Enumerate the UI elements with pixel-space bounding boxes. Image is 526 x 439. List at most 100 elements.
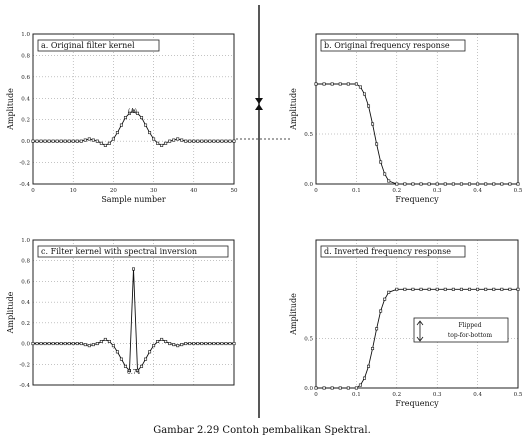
data-point bbox=[375, 142, 379, 146]
data-point bbox=[144, 357, 148, 361]
data-point bbox=[367, 104, 371, 108]
y-tick-label: 0.8 bbox=[21, 259, 30, 265]
data-point bbox=[387, 179, 391, 183]
data-point bbox=[115, 131, 119, 135]
data-point bbox=[63, 139, 67, 143]
data-point bbox=[95, 342, 99, 346]
data-point bbox=[140, 116, 144, 120]
data-point bbox=[168, 139, 172, 143]
y-tick-label: 0.5 bbox=[304, 132, 313, 138]
data-point bbox=[123, 116, 127, 120]
y-axis-label: Amplitude bbox=[6, 88, 15, 131]
y-tick-label: 0.2 bbox=[21, 321, 30, 327]
data-point bbox=[115, 350, 119, 354]
data-point bbox=[362, 92, 366, 96]
data-point bbox=[484, 182, 488, 186]
data-point bbox=[371, 122, 375, 126]
data-point bbox=[55, 342, 59, 346]
plot-frame bbox=[32, 239, 235, 386]
y-tick-label: 0.2 bbox=[21, 118, 30, 124]
data-point bbox=[508, 182, 512, 186]
data-point bbox=[144, 123, 148, 127]
data-point bbox=[346, 386, 350, 390]
data-point bbox=[427, 287, 431, 291]
data-point bbox=[63, 342, 67, 346]
data-point bbox=[71, 139, 75, 143]
x-tick-label: 0 bbox=[314, 188, 318, 194]
data-point bbox=[346, 82, 350, 86]
data-point bbox=[476, 287, 480, 291]
x-tick-label: 0 bbox=[31, 188, 35, 194]
data-point bbox=[200, 139, 204, 143]
data-point bbox=[314, 386, 318, 390]
data-point bbox=[132, 267, 136, 271]
divider-arrow-icon bbox=[255, 98, 263, 110]
data-point bbox=[208, 139, 212, 143]
data-point bbox=[395, 287, 399, 291]
data-point bbox=[59, 342, 63, 346]
data-point bbox=[354, 386, 358, 390]
y-tick-label: 0.0 bbox=[21, 139, 30, 145]
data-point bbox=[362, 376, 366, 380]
figure-caption: Gambar 2.29 Contoh pembalikan Spektral. bbox=[153, 425, 371, 436]
data-point bbox=[476, 182, 480, 186]
data-point bbox=[224, 139, 228, 143]
data-point bbox=[148, 350, 152, 354]
data-point bbox=[91, 138, 95, 142]
x-tick-label: 0.1 bbox=[352, 392, 361, 398]
data-point bbox=[132, 109, 136, 113]
y-tick-label: 0.8 bbox=[21, 53, 30, 59]
data-point bbox=[176, 344, 180, 348]
center-value-annotation: 0.74 bbox=[127, 369, 141, 376]
plot-frame bbox=[315, 33, 519, 185]
y-tick-label: 0.6 bbox=[21, 279, 30, 285]
data-point bbox=[51, 139, 55, 143]
data-point bbox=[43, 342, 47, 346]
data-point bbox=[220, 342, 224, 346]
data-point bbox=[419, 287, 423, 291]
y-tick-label: -0.4 bbox=[19, 383, 30, 389]
data-point bbox=[156, 141, 160, 145]
data-point bbox=[192, 342, 196, 346]
data-point bbox=[411, 287, 415, 291]
data-point bbox=[31, 342, 35, 346]
y-axis-label: Amplitude bbox=[6, 291, 15, 334]
data-point bbox=[188, 342, 192, 346]
x-tick-label: 0 bbox=[314, 392, 318, 398]
y-tick-label: 0.4 bbox=[21, 96, 30, 102]
data-point bbox=[71, 342, 75, 346]
data-point bbox=[107, 141, 111, 145]
data-point bbox=[127, 368, 131, 372]
data-point bbox=[160, 337, 164, 341]
data-point bbox=[508, 287, 512, 291]
data-point bbox=[212, 139, 216, 143]
x-tick-label: 0.3 bbox=[433, 188, 442, 194]
plot-frame bbox=[32, 33, 235, 185]
data-point bbox=[123, 364, 127, 368]
data-point bbox=[119, 357, 123, 361]
data-point bbox=[103, 337, 107, 341]
flipped-label-box bbox=[413, 317, 509, 343]
panel-title: c. Filter kernel with spectral inversion bbox=[41, 247, 197, 256]
y-tick-label: 1.0 bbox=[21, 238, 30, 244]
y-tick-label: 1.0 bbox=[21, 32, 30, 38]
data-point bbox=[516, 287, 520, 291]
panel-title-box bbox=[37, 39, 160, 52]
data-point bbox=[39, 342, 43, 346]
data-point bbox=[403, 287, 407, 291]
data-point bbox=[354, 82, 358, 86]
data-point bbox=[87, 137, 91, 141]
data-point bbox=[419, 182, 423, 186]
panel-title: b. Original frequency response bbox=[324, 41, 450, 50]
y-axis-label: Amplitude bbox=[289, 88, 298, 131]
data-point bbox=[500, 287, 504, 291]
data-point bbox=[224, 342, 228, 346]
data-point bbox=[443, 287, 447, 291]
data-point bbox=[136, 111, 140, 115]
data-point bbox=[83, 343, 87, 347]
data-point bbox=[51, 342, 55, 346]
up-down-arrow-icon bbox=[416, 320, 424, 342]
data-point bbox=[451, 287, 455, 291]
x-tick-label: 0.5 bbox=[514, 392, 523, 398]
